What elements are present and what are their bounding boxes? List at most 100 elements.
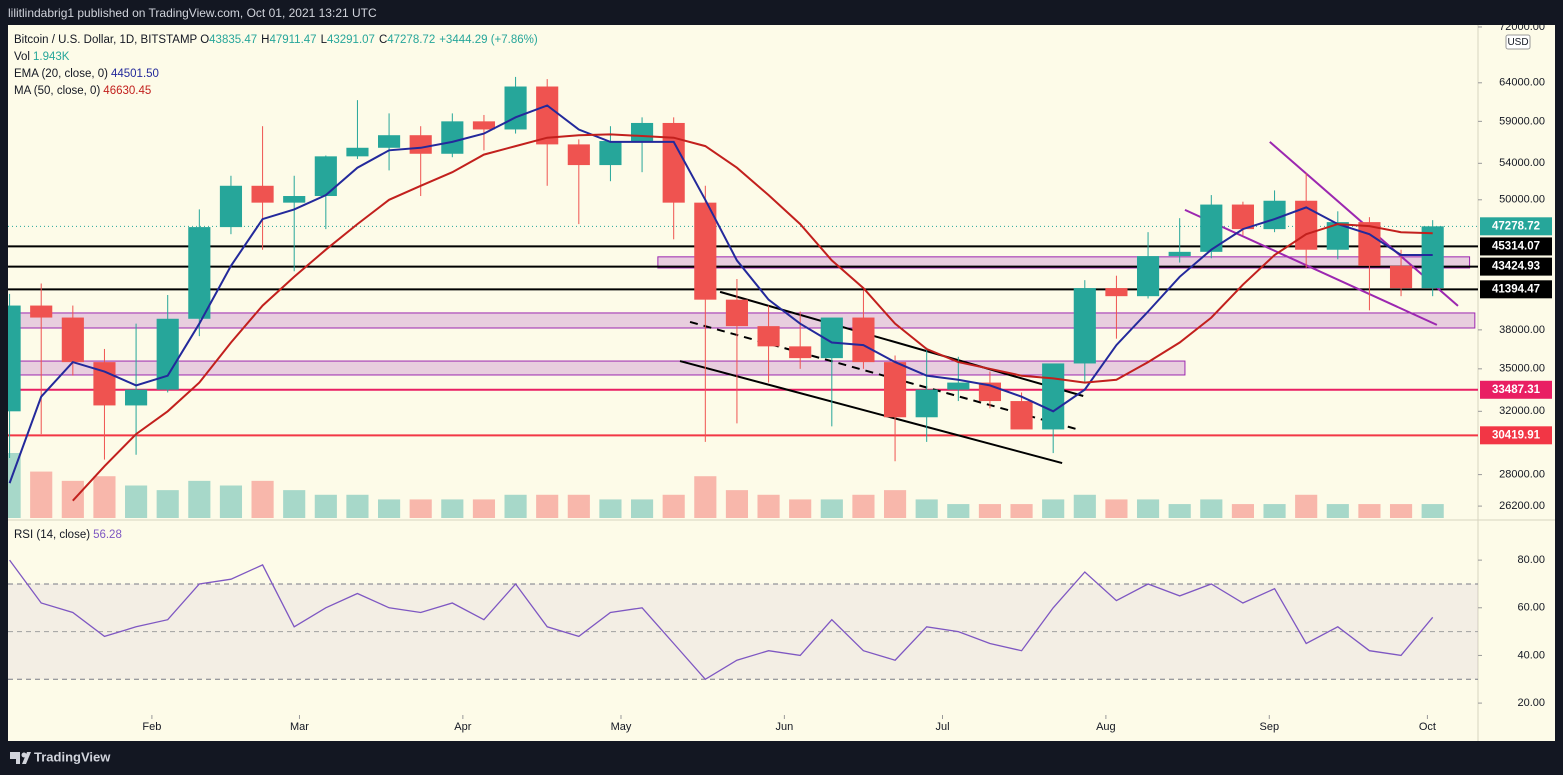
chart-bg	[8, 25, 1555, 741]
volume-bar	[409, 499, 432, 518]
volume-bar	[820, 499, 843, 518]
rsi-legend: RSI (14, close) 56.28	[14, 527, 125, 544]
candle-body	[1358, 222, 1381, 266]
volume-bar	[125, 485, 148, 518]
candle-body	[283, 196, 306, 203]
candle-body	[219, 185, 243, 228]
candle-body	[409, 135, 432, 154]
price-label: 47278.72	[1492, 220, 1540, 232]
candle-body	[852, 317, 875, 363]
candle-body	[1263, 200, 1286, 230]
vol-name: Vol	[14, 51, 30, 63]
volume-bar	[441, 499, 464, 518]
candle-body	[630, 122, 654, 142]
volume-bar	[314, 494, 337, 518]
change: +3444.29 (+7.86%)	[439, 34, 538, 46]
volume-bar	[883, 490, 907, 518]
indicator-line	[8, 104, 1433, 484]
candle-body	[504, 86, 527, 130]
candle-body	[1231, 204, 1254, 230]
volume-bar	[1105, 499, 1128, 518]
volume-bar	[567, 494, 590, 518]
y-tick-label: 28000.00	[1499, 469, 1545, 481]
candle-body	[156, 318, 179, 390]
volume-bar	[725, 490, 749, 518]
indicator-line	[72, 133, 1433, 502]
legend-row: MA (50, close, 0) 46630.45	[14, 83, 542, 100]
candle-body	[536, 86, 559, 145]
ma-name: MA (50, close, 0)	[14, 85, 101, 97]
price-legend: Bitcoin / U.S. Dollar, 1D, BITSTAMP O4383…	[14, 32, 542, 100]
volume-bar	[1042, 499, 1065, 518]
volume-bar	[1136, 499, 1160, 518]
ema-name: EMA (20, close, 0)	[14, 68, 108, 80]
x-tick-label: Sep	[1259, 721, 1279, 733]
x-tick-label: Oct	[1419, 721, 1436, 733]
candle-body	[1168, 251, 1191, 257]
candle-body	[125, 389, 148, 406]
axes: 26200.00 28000.00 32000.00 35000.00 38000.00…	[142, 21, 1552, 733]
candle-body	[30, 305, 53, 318]
price-label: 30419.91	[1492, 429, 1541, 441]
candle-body	[1421, 226, 1444, 289]
rsi-line	[9, 559, 1434, 681]
candle-body	[346, 147, 369, 157]
volume-bar	[1231, 504, 1254, 518]
candle-body	[472, 121, 496, 130]
price-label: 45314.07	[1492, 240, 1540, 252]
x-tick-label: Apr	[454, 721, 471, 733]
trendline	[679, 360, 1063, 465]
y-tick-label: 64000.00	[1499, 77, 1545, 89]
volume-bar	[219, 485, 243, 518]
volume-bar	[1200, 499, 1223, 518]
volume-bar	[188, 480, 211, 518]
ma-value: 46630.45	[103, 85, 152, 97]
y-tick-label: 54000.00	[1499, 157, 1545, 169]
candle-body	[251, 185, 274, 203]
rsi-pane	[8, 559, 1478, 681]
candle-body	[1042, 363, 1065, 430]
volume-bar	[1263, 504, 1286, 518]
ohlc-label: H	[261, 34, 270, 46]
y-tick-label: 38000.00	[1499, 324, 1545, 336]
y-tick-label: 32000.00	[1499, 405, 1545, 417]
volume-bar	[504, 494, 527, 518]
price-label-bg	[1480, 257, 1552, 276]
candle-body	[567, 144, 590, 166]
volume-bar	[1168, 504, 1191, 518]
volume-bar	[694, 476, 717, 518]
y-tick-label: 60.00	[1517, 602, 1545, 614]
candle-body	[757, 326, 780, 347]
ohlc-value: 47911.47	[269, 34, 317, 46]
volume-bar	[283, 490, 306, 518]
candle-body	[599, 141, 622, 166]
candle-body	[1073, 288, 1096, 364]
y-tick-label: 72000.00	[1499, 21, 1545, 33]
price-label-bg	[1480, 426, 1552, 445]
candle-body	[1136, 256, 1160, 297]
ohlc-value: 43291.07	[326, 34, 375, 46]
volume-bar	[1010, 504, 1033, 518]
volume-bar	[346, 494, 369, 518]
ohlc-label: C	[378, 34, 388, 46]
volume-bar	[947, 504, 970, 518]
candle-body	[1105, 288, 1128, 297]
candle-body	[883, 362, 907, 418]
y-tick-label: 40.00	[1517, 649, 1545, 661]
volume-bar	[1358, 504, 1381, 518]
header-text: lilitlindabrig1 published on TradingView…	[8, 6, 377, 20]
candle-body	[915, 389, 938, 418]
volume-bar	[93, 476, 116, 518]
volume-bar	[251, 480, 274, 518]
y-tick-label: 59000.00	[1499, 115, 1545, 127]
currency-badge	[1505, 34, 1531, 50]
volume-bar	[599, 499, 622, 518]
candle-body	[725, 299, 749, 327]
x-tick-label: Mar	[290, 721, 309, 733]
y-tick-label: 26200.00	[1499, 500, 1545, 512]
candle-body	[1010, 401, 1033, 430]
x-tick-label: Feb	[142, 721, 161, 733]
y-tick-label: 80.00	[1517, 554, 1545, 566]
x-tick-label: Jun	[776, 721, 794, 733]
